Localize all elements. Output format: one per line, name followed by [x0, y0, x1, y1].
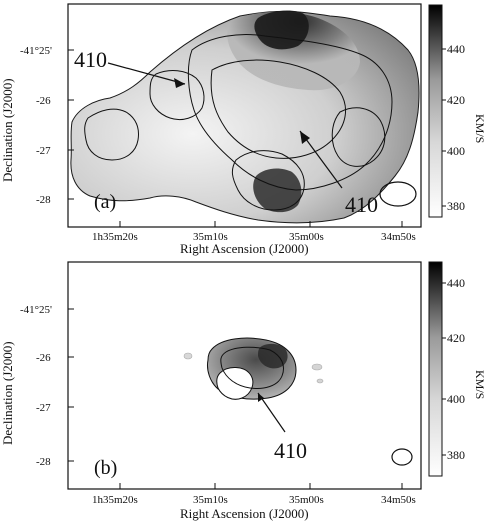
- panel-b: 410 (b) 1h35m20s 35m10s 35m00s 34m50s -4…: [0, 261, 486, 521]
- panel-a-y-axis-label: Declination (J2000): [0, 78, 15, 182]
- panel-a-label: (a): [94, 191, 116, 213]
- panel-a-contour-6: [331, 107, 386, 167]
- panel-b-ra-tick-1: 1h35m20s: [92, 494, 138, 506]
- panel-b-small-blob-3: [316, 378, 324, 384]
- panel-b-ra-tick-3: 35m00s: [289, 494, 324, 506]
- panel-b-small-blob-1: [183, 352, 193, 360]
- panel-a-dec-tick-1: -41°25': [20, 45, 52, 57]
- panel-a-dark-south: [253, 168, 302, 213]
- panel-b-ra-tick-4: 34m50s: [381, 494, 416, 506]
- panel-b-colorbar-title: KM/S: [473, 370, 486, 399]
- panel-b-dec-tick-3: -27: [36, 402, 51, 414]
- panel-a-arrowhead-2: [300, 131, 310, 144]
- panel-b-ra-ticks: [119, 483, 403, 489]
- panel-a-colorbar-tick-4: 380: [447, 199, 465, 213]
- panel-a-contour-5: [231, 150, 305, 211]
- panel-b-small-blob-2: [311, 363, 323, 371]
- panel-a-arrow-2: [299, 130, 343, 189]
- panel-b-colorbar: 440 420 400 380 KM/S: [428, 261, 486, 477]
- panel-a-colorbar-scale: [428, 4, 443, 218]
- panel-a-ra-ticks: [119, 221, 403, 227]
- panel-a-ra-tick-1: 1h35m20s: [92, 231, 138, 243]
- panel-b-image: [183, 337, 324, 400]
- panel-b-bright-spot: [216, 367, 254, 400]
- panel-a-image: [70, 10, 420, 224]
- panel-a-colorbar-ticks: [442, 48, 446, 207]
- panel-a-dec-tick-3: -27: [36, 145, 51, 157]
- panel-b-colorbar-tick-2: 420: [447, 331, 465, 345]
- panel-b-x-axis-label: Right Ascension (J2000): [180, 506, 309, 521]
- panel-b-contour-label: 410: [274, 438, 307, 463]
- panel-a-colorbar-tick-2: 420: [447, 93, 465, 107]
- panel-b-dec-tick-1: -41°25': [20, 304, 52, 316]
- panel-a-beam: [379, 181, 417, 207]
- panel-b-colorbar-tick-3: 400: [447, 392, 465, 406]
- panel-a-ra-tick-4: 34m50s: [381, 231, 416, 243]
- panel-a-colorbar-title: KM/S: [473, 114, 486, 143]
- panel-b-colorbar-ticks: [442, 282, 446, 456]
- panel-b-contour-1: [220, 346, 284, 389]
- panel-b-beam: [391, 448, 413, 466]
- panel-b-arrowhead: [258, 393, 264, 402]
- panel-a-dec-ticks: [68, 49, 74, 200]
- panel-a-colorbar-tick-1: 440: [447, 42, 465, 56]
- panel-a-contour-label-2: 410: [345, 192, 378, 217]
- panel-a-colorbar-tick-3: 400: [447, 144, 465, 158]
- panel-b-label: (b): [94, 457, 117, 479]
- panel-b-colorbar-scale: [428, 261, 443, 477]
- panel-a-ra-tick-2: 35m10s: [193, 231, 228, 243]
- panel-a-dec-tick-2: -26: [36, 95, 51, 107]
- panel-a-arrow-1: [107, 62, 186, 85]
- panel-b-dec-ticks: [68, 308, 74, 462]
- panel-b-dec-tick-2: -26: [36, 352, 51, 364]
- panel-a-contour-label-1: 410: [74, 47, 107, 72]
- panel-b-arrow: [257, 392, 286, 433]
- panel-a: 410 410 (a) 1h35m20s 35m10s 35m00s 34m50…: [0, 3, 486, 256]
- panel-b-y-axis-label: Declination (J2000): [0, 341, 15, 445]
- panel-b-colorbar-tick-4: 380: [447, 448, 465, 462]
- panel-a-colorbar: 440 420 400 380 KM/S: [428, 4, 486, 218]
- panel-a-arrowhead-1: [174, 78, 185, 88]
- panel-b-dec-tick-4: -28: [36, 456, 51, 468]
- panel-b-colorbar-tick-1: 440: [447, 276, 465, 290]
- panel-a-contour-3: [84, 108, 139, 161]
- panel-a-dec-tick-4: -28: [36, 194, 51, 206]
- panel-a-ra-tick-3: 35m00s: [289, 231, 324, 243]
- panel-b-ra-tick-2: 35m10s: [193, 494, 228, 506]
- panel-a-contour-4: [149, 70, 205, 121]
- panel-b-dark-spot: [258, 343, 288, 369]
- panel-a-x-axis-label: Right Ascension (J2000): [180, 241, 309, 256]
